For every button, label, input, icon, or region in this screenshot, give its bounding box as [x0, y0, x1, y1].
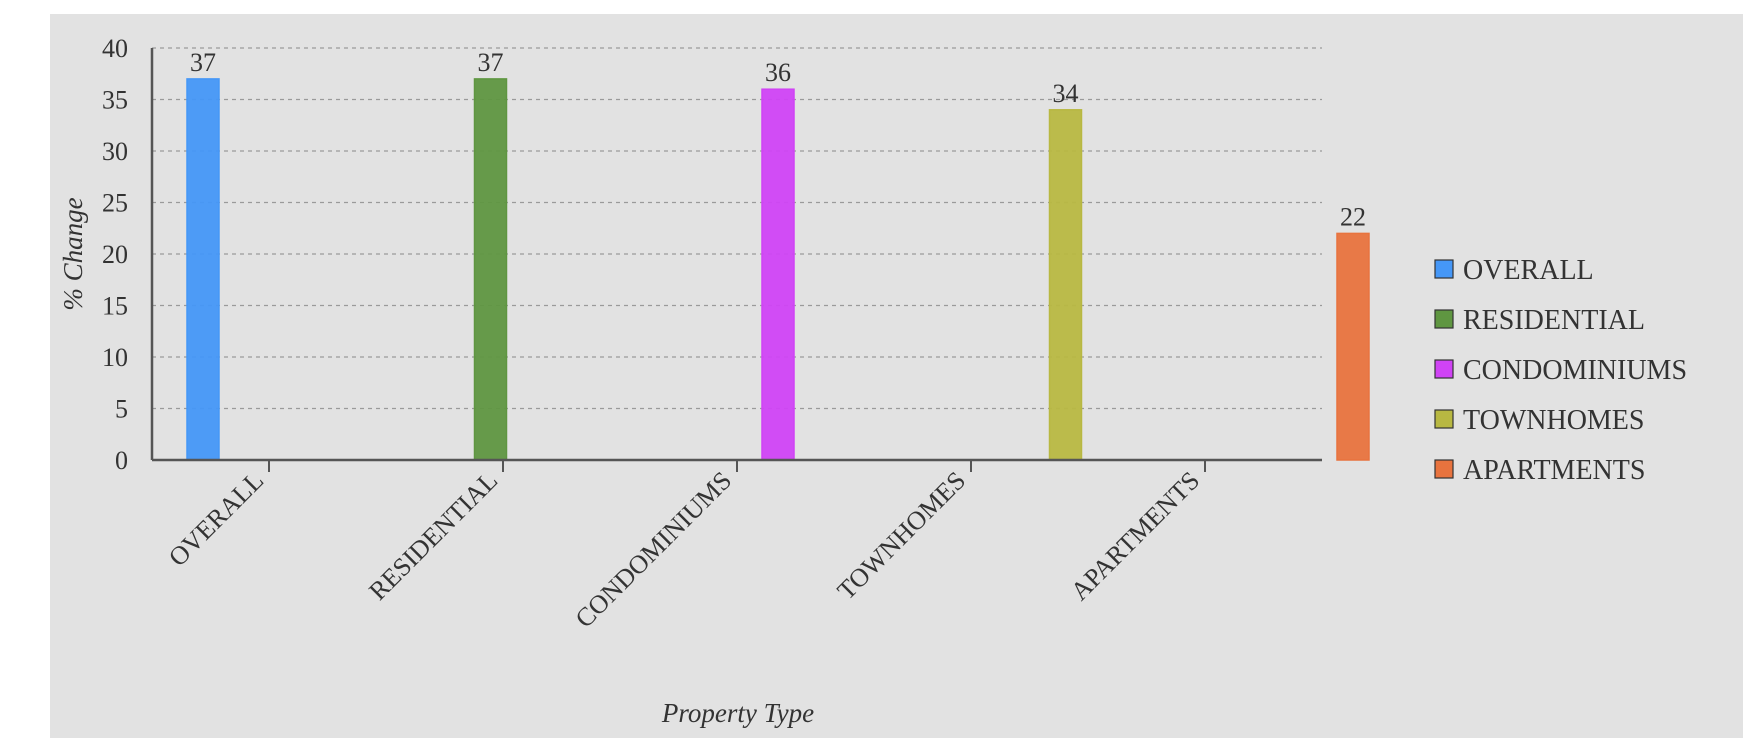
y-axis-title: % Change	[58, 197, 88, 310]
x-tick-labels: OVERALL RESIDENTIAL CONDOMINIUMS TOWNHOMES A…	[163, 460, 1206, 634]
y-tick-label: 40	[102, 34, 128, 63]
y-tick-label: 20	[102, 240, 128, 269]
chart-panel	[50, 14, 1743, 738]
legend-swatch	[1434, 459, 1454, 479]
data-label: 37	[478, 48, 504, 77]
bar-condominiums	[761, 88, 795, 461]
y-tick-label: 30	[102, 137, 128, 166]
y-tick-label: 10	[102, 343, 128, 372]
y-tick-label: 0	[115, 446, 128, 475]
legend-label: RESIDENTIAL	[1463, 305, 1645, 336]
bars	[186, 78, 1370, 461]
data-label: 37	[190, 48, 216, 77]
legend-label: CONDOMINIUMS	[1463, 355, 1687, 386]
data-label: 36	[765, 58, 791, 87]
x-axis-title: Property Type	[661, 698, 814, 728]
x-tick-label: APARTMENTS	[1065, 466, 1205, 606]
y-tick-label: 35	[102, 86, 128, 115]
data-labels: 37 37 36 34 22	[190, 48, 1366, 231]
legend: OVERALL RESIDENTIAL CONDOMINIUMS TOWNHOMES A…	[1434, 255, 1687, 486]
x-tick-label: TOWNHOMES	[832, 466, 972, 606]
gridlines	[152, 47, 1322, 410]
y-tick-label: 25	[102, 189, 128, 218]
data-label: 34	[1053, 79, 1079, 108]
bar-townhomes	[1048, 109, 1083, 461]
legend-label: OVERALL	[1463, 255, 1594, 286]
bar-apartments	[1336, 232, 1370, 461]
y-tick-labels: 0 5 10 15 20 25 30 35 40	[102, 34, 128, 475]
bar-residential	[473, 78, 508, 461]
x-tick-label: OVERALL	[163, 466, 269, 572]
legend-swatch	[1434, 359, 1454, 379]
legend-swatch	[1434, 259, 1454, 279]
legend-swatch	[1434, 409, 1454, 429]
y-tick-label: 15	[102, 292, 128, 321]
bar-overall	[186, 78, 220, 461]
x-tick-label: CONDOMINIUMS	[570, 466, 738, 634]
legend-label: APARTMENTS	[1463, 455, 1645, 486]
legend-label: TOWNHOMES	[1463, 405, 1644, 436]
y-tick-label: 5	[115, 395, 128, 424]
data-label: 22	[1340, 202, 1366, 231]
x-tick-label: RESIDENTIAL	[363, 466, 503, 606]
legend-swatch	[1434, 309, 1454, 329]
